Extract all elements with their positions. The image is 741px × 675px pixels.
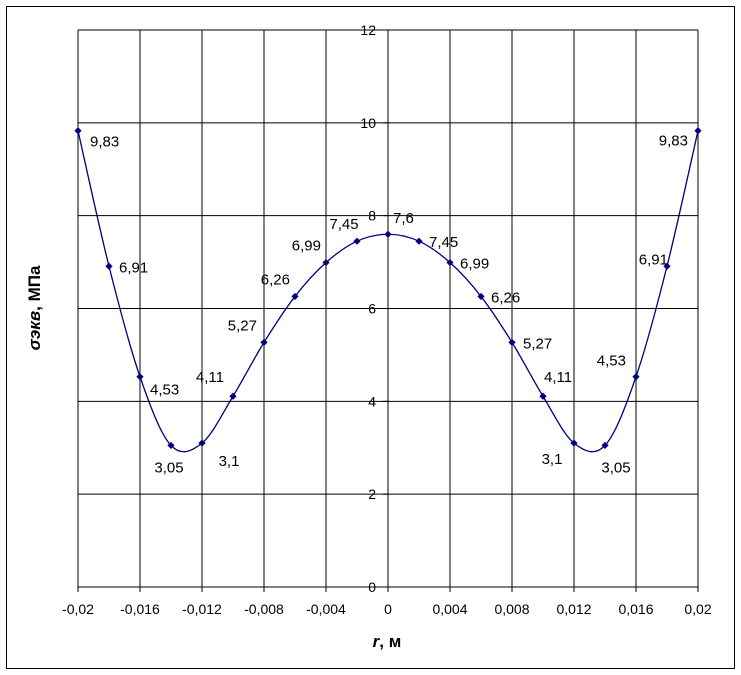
data-marker <box>663 262 671 270</box>
data-markers <box>74 127 702 450</box>
data-marker <box>291 292 299 301</box>
data-marker <box>632 373 640 381</box>
data-label: 6,99 <box>460 256 489 273</box>
x-tick-label: 0,016 <box>618 601 653 617</box>
data-label: 3,05 <box>154 459 183 476</box>
data-label: 3,1 <box>542 451 563 468</box>
data-marker <box>74 127 82 135</box>
data-marker <box>446 258 454 267</box>
x-tick-label: -0,016 <box>120 601 160 617</box>
y-tick-label: 12 <box>360 22 376 38</box>
data-label: 5,27 <box>228 317 257 334</box>
data-marker <box>167 441 175 450</box>
data-label: 4,11 <box>544 369 572 386</box>
x-tick-label: 0,02 <box>684 601 711 617</box>
y-axis-title: σэкв, МПа <box>25 265 44 350</box>
data-label: 3,05 <box>601 459 630 476</box>
data-label: 9,83 <box>90 134 119 151</box>
data-marker <box>229 392 237 400</box>
data-label: 6,26 <box>261 271 290 288</box>
x-tick-label: 0,012 <box>556 601 591 617</box>
data-marker <box>136 373 144 381</box>
data-label: 7,45 <box>329 216 358 233</box>
data-marker <box>694 127 702 135</box>
x-axis-title: r, м <box>373 632 402 651</box>
data-label: 4,53 <box>597 353 626 370</box>
data-marker <box>415 237 423 245</box>
x-tick-label: -0,02 <box>62 601 94 617</box>
data-label: 5,27 <box>523 335 552 352</box>
x-tick-label: 0,008 <box>494 601 529 617</box>
y-tick-label: 8 <box>368 208 376 224</box>
y-tick-label: 2 <box>368 486 376 502</box>
data-label: 6,91 <box>119 259 148 276</box>
data-marker <box>384 230 392 238</box>
y-tick-label: 0 <box>368 579 376 595</box>
x-tick-labels: -0,02 -0,016 -0,012 -0,008 -0,004 0 0,004 0,008… <box>62 601 712 617</box>
data-marker <box>353 237 361 245</box>
y-tick-labels: 0 2 4 6 8 10 12 <box>360 22 376 595</box>
data-label: 9,83 <box>659 133 688 150</box>
data-marker <box>570 439 578 447</box>
data-marker <box>198 439 206 447</box>
y-tick-label: 10 <box>360 115 376 131</box>
x-tick-label: 0,004 <box>432 601 467 617</box>
axes <box>78 30 698 588</box>
data-marker <box>539 392 547 400</box>
data-label: 6,91 <box>639 251 668 268</box>
data-marker <box>260 338 268 346</box>
data-label: 7,45 <box>429 234 458 251</box>
data-label: 4,53 <box>150 382 179 399</box>
data-marker <box>601 441 609 450</box>
data-label: 6,99 <box>292 238 321 255</box>
x-tick-label: -0,012 <box>182 601 222 617</box>
data-marker <box>322 258 330 267</box>
data-marker <box>105 262 113 270</box>
data-label: 4,11 <box>196 369 224 386</box>
data-labels: 9,836,914,533,05 3,14,115,276,266,997,45 7… <box>90 133 688 477</box>
y-tick-label: 4 <box>368 393 376 409</box>
data-marker <box>477 292 485 301</box>
data-label: 6,26 <box>491 289 520 306</box>
data-marker <box>508 338 516 346</box>
data-label: 7,6 <box>393 210 414 227</box>
x-tick-label: 0 <box>384 601 392 617</box>
data-label: 3,1 <box>219 453 240 470</box>
x-tick-label: -0,008 <box>244 601 284 617</box>
x-tick-label: -0,004 <box>306 601 346 617</box>
y-tick-label: 6 <box>368 301 376 317</box>
